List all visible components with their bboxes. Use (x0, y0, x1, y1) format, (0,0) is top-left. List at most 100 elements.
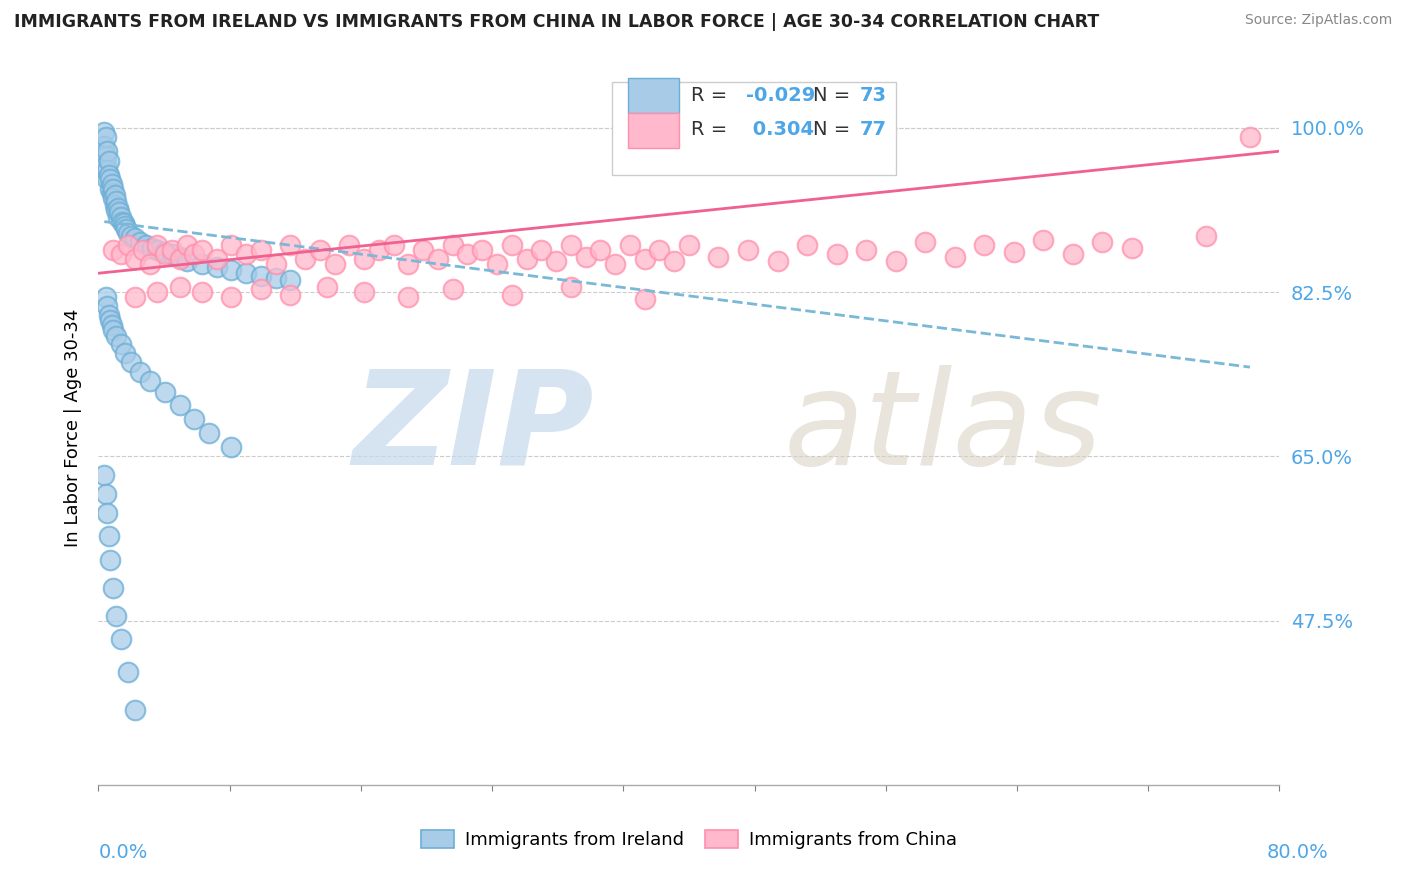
Text: 73: 73 (860, 87, 887, 105)
Text: Source: ZipAtlas.com: Source: ZipAtlas.com (1244, 13, 1392, 28)
Point (103, 191, 125, 205)
Point (1032, 233, 1054, 247)
Point (114, 219, 136, 234)
Point (100, 318, 122, 332)
Point (205, 260, 228, 274)
Point (353, 285, 375, 299)
Point (103, 182, 125, 196)
Point (93, 139, 115, 153)
Point (94, 487, 117, 501)
Point (96, 163, 118, 178)
Point (141, 241, 163, 255)
Point (1002, 244, 1025, 259)
Point (619, 238, 641, 252)
Point (97, 529, 120, 543)
Point (235, 266, 257, 280)
Point (96, 172, 118, 186)
Point (128, 235, 150, 250)
Point (146, 238, 169, 252)
Point (546, 254, 568, 268)
Point (153, 244, 176, 259)
Point (250, 243, 273, 257)
Point (294, 252, 316, 267)
Point (124, 252, 146, 267)
Point (560, 280, 582, 294)
Point (486, 257, 509, 271)
Point (353, 252, 375, 267)
Point (382, 238, 405, 252)
Text: 80.0%: 80.0% (1267, 843, 1329, 862)
Point (169, 398, 191, 412)
Text: ZIP: ZIP (353, 365, 595, 491)
Legend: Immigrants from Ireland, Immigrants from China: Immigrants from Ireland, Immigrants from… (412, 821, 966, 858)
Point (98, 313, 121, 327)
Point (183, 247, 205, 261)
Point (398, 290, 420, 304)
Point (530, 243, 553, 257)
Point (398, 257, 420, 271)
Point (169, 280, 191, 294)
Point (169, 250, 191, 264)
Point (124, 231, 146, 245)
Point (191, 243, 214, 257)
Point (280, 273, 302, 287)
Point (221, 238, 243, 252)
Point (1195, 228, 1218, 243)
Point (105, 194, 128, 208)
Text: atlas: atlas (783, 365, 1102, 491)
Point (441, 238, 464, 252)
Point (105, 329, 128, 343)
Point (169, 252, 191, 267)
Text: -0.029: -0.029 (745, 87, 815, 105)
Point (115, 222, 138, 236)
Point (93, 468, 115, 483)
Point (250, 268, 273, 283)
Point (100, 177, 122, 191)
Text: IMMIGRANTS FROM IRELAND VS IMMIGRANTS FROM CHINA IN LABOR FORCE | AGE 30-34 CORR: IMMIGRANTS FROM IRELAND VS IMMIGRANTS FR… (14, 13, 1099, 31)
Text: 0.304: 0.304 (745, 120, 814, 139)
Point (97, 309, 120, 323)
Point (96, 506, 118, 520)
Point (139, 257, 162, 271)
Point (412, 243, 434, 257)
Point (766, 254, 789, 268)
Point (191, 285, 214, 299)
Point (110, 210, 132, 224)
Point (104, 197, 127, 211)
Point (855, 243, 877, 257)
Point (605, 257, 627, 271)
Y-axis label: In Labor Force | Age 30-34: In Labor Force | Age 30-34 (63, 309, 82, 548)
Point (93, 125, 115, 139)
Point (575, 250, 598, 264)
Point (104, 188, 127, 202)
Point (664, 254, 686, 268)
Point (221, 440, 243, 454)
Point (634, 292, 657, 306)
Text: 0.0%: 0.0% (98, 843, 148, 862)
Point (221, 263, 243, 277)
Point (124, 703, 146, 717)
Point (427, 252, 450, 267)
Point (250, 282, 273, 296)
Point (796, 238, 818, 252)
Point (176, 238, 198, 252)
Point (139, 374, 162, 388)
Point (117, 238, 139, 252)
Point (110, 632, 132, 647)
Point (501, 288, 523, 302)
Point (1062, 247, 1084, 261)
Point (339, 238, 361, 252)
FancyBboxPatch shape (627, 78, 679, 113)
Point (707, 250, 730, 264)
Point (98, 182, 121, 196)
Point (162, 247, 183, 261)
Point (183, 411, 205, 425)
Point (105, 609, 128, 624)
Point (120, 228, 142, 243)
Point (124, 290, 146, 304)
Point (264, 271, 287, 285)
Point (1091, 235, 1114, 250)
Point (108, 205, 131, 219)
Point (111, 214, 134, 228)
Point (132, 243, 155, 257)
